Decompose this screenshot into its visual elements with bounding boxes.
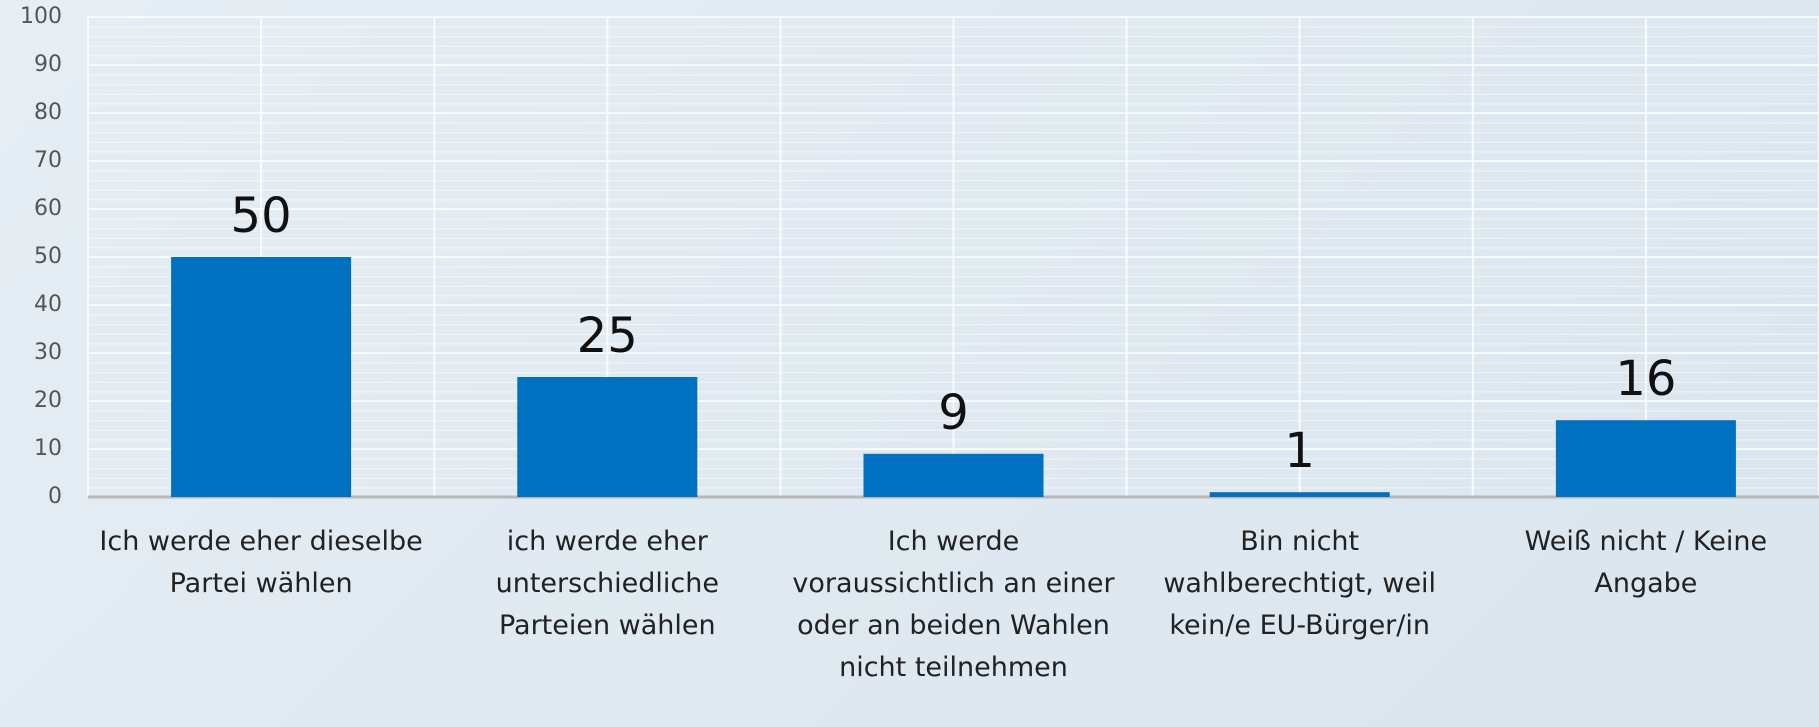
x-tick-label: Weiß nicht / Keine Angabe <box>1524 526 1768 599</box>
y-tick-label: 80 <box>34 100 62 125</box>
x-tick-label: Bin nicht wahlberechtigt, weil kein/e EU… <box>1163 526 1437 641</box>
bar <box>517 377 698 497</box>
data-label: 16 <box>1615 351 1676 407</box>
y-tick-label: 90 <box>34 52 62 77</box>
y-tick-label: 60 <box>34 196 62 221</box>
y-tick-label: 0 <box>48 484 62 509</box>
y-tick-label: 40 <box>34 292 62 317</box>
data-label: 50 <box>231 188 292 244</box>
x-tick-label: ich werde eher unterschiedliche Parteien… <box>495 526 719 641</box>
y-tick-label: 10 <box>34 436 62 461</box>
x-tick-label: Ich werde voraussichtlich an einer oder … <box>792 526 1115 683</box>
bar <box>1209 492 1390 497</box>
y-tick-label: 100 <box>20 4 62 29</box>
data-label: 1 <box>1284 423 1315 479</box>
bar <box>1555 420 1736 497</box>
data-label: 25 <box>577 308 638 364</box>
y-tick-label: 30 <box>34 340 62 365</box>
y-tick-label: 70 <box>34 148 62 173</box>
bar <box>171 257 352 497</box>
y-tick-label: 20 <box>34 388 62 413</box>
y-tick-label: 50 <box>34 244 62 269</box>
data-label: 9 <box>938 385 969 441</box>
bar <box>863 453 1044 497</box>
x-tick-label: Ich werde eher dieselbe Partei wählen <box>99 526 423 599</box>
